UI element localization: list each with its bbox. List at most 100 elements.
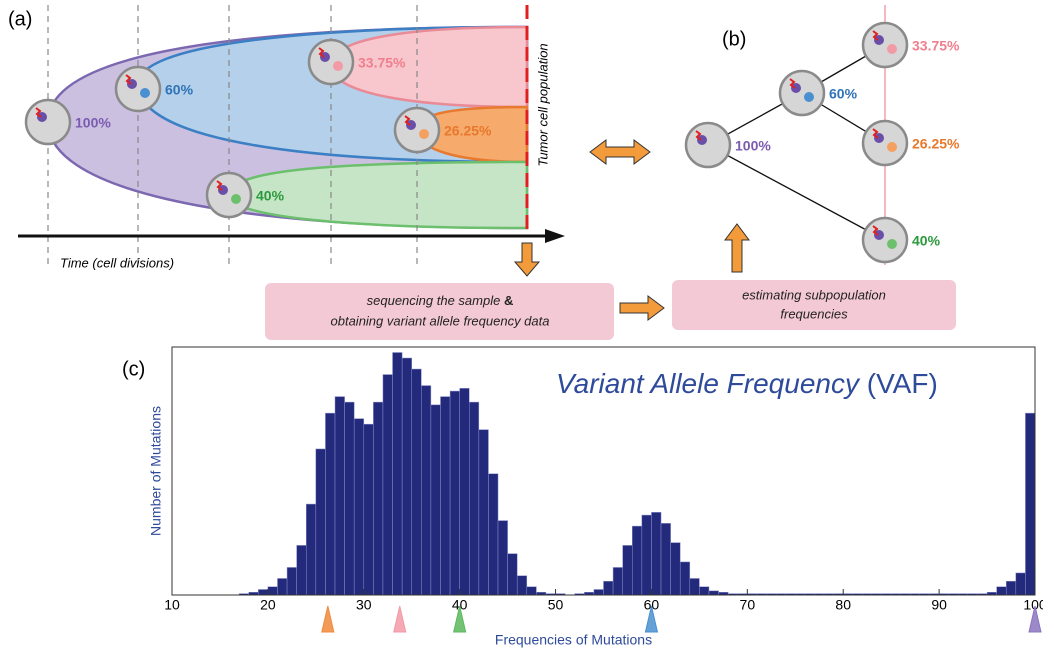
bar [286, 567, 297, 596]
axis-label: Time (cell divisions) [60, 255, 174, 270]
cell [114, 65, 162, 113]
cell [24, 98, 72, 146]
step-box [265, 283, 614, 340]
step-line: frequencies [780, 306, 848, 321]
nucleus [406, 120, 416, 130]
plot-frame [171, 346, 1036, 596]
frequency-label: 33.75% [912, 38, 960, 54]
bar [392, 352, 403, 596]
frequency-marker [1028, 605, 1042, 633]
frequency-label: 26.25% [912, 136, 960, 152]
bar [363, 423, 374, 596]
step-line: obtaining variant allele frequency data [331, 313, 550, 328]
bar [449, 390, 460, 596]
mutation [125, 74, 132, 85]
nucleus [140, 88, 150, 98]
cell [393, 106, 441, 154]
bar [699, 586, 710, 596]
nucleus [127, 79, 137, 89]
up-arrow [724, 223, 750, 273]
frequency-label: 60% [165, 82, 194, 98]
frequency-label: 100% [735, 138, 771, 154]
nucleus [333, 61, 343, 71]
bar [277, 578, 288, 596]
step-box [672, 280, 956, 330]
bar [679, 561, 691, 596]
bar [440, 396, 451, 596]
x-axis-label: Frequencies of Mutations [495, 632, 652, 648]
nucleus [697, 135, 707, 145]
x-tick-label: 30 [356, 597, 372, 613]
panel-label: (c) [122, 358, 145, 380]
nucleus [874, 133, 884, 143]
x-tick-label: 20 [260, 597, 276, 613]
bar [344, 401, 355, 596]
frequency-label: 40% [912, 233, 941, 249]
frequency-marker [321, 605, 335, 633]
title-suffix: (VAF) [867, 368, 938, 399]
bar [641, 514, 652, 596]
mutation [789, 78, 796, 89]
nucleus [37, 112, 47, 122]
nucleus [231, 194, 241, 204]
cell [307, 38, 355, 86]
bar [305, 503, 317, 596]
cell [684, 121, 732, 169]
axis-label: Tumor cell population [535, 43, 550, 166]
nucleus [804, 92, 814, 102]
bar [334, 396, 345, 596]
nucleus [874, 35, 884, 45]
frequency-label: 60% [829, 86, 858, 102]
x-tick-label: 100 [1023, 597, 1043, 613]
frequency-marker [644, 605, 659, 633]
down-arrow [513, 242, 541, 277]
y-axis-label: Number of Mutations [148, 406, 164, 536]
tree-edge [707, 144, 886, 241]
bar [507, 553, 518, 596]
bar [421, 385, 432, 596]
cell [205, 171, 253, 219]
double-arrow [589, 139, 651, 165]
step-line: & [504, 293, 513, 308]
histogram: (c) Variant Allele Frequency (VAF) Frequen… [122, 346, 1043, 648]
bar [526, 586, 537, 596]
frequency-label: 40% [256, 188, 285, 204]
cells-a: 100% 60% 33.75% 26.25% 40% [24, 38, 492, 219]
bar [401, 357, 412, 596]
bar [478, 429, 489, 596]
bar [459, 388, 470, 596]
bar [708, 590, 719, 596]
bar [603, 580, 614, 596]
bar [497, 520, 508, 596]
nucleus [887, 44, 897, 54]
mutation [872, 225, 879, 236]
bar [996, 586, 1007, 596]
nucleus [218, 185, 228, 195]
nucleus [419, 129, 429, 139]
mutation [318, 47, 325, 58]
bar [353, 418, 365, 596]
x-tick-label: 90 [931, 597, 947, 613]
x-tick-label: 60 [644, 597, 660, 613]
mutation [695, 130, 702, 141]
axis-arrow [545, 229, 565, 243]
x-tick-label: 50 [548, 597, 564, 613]
x-tick-label: 70 [740, 597, 756, 613]
nucleus [320, 52, 330, 62]
mutation [216, 180, 223, 191]
panel-label: (a) [8, 8, 32, 30]
bar [1005, 580, 1017, 596]
bar [1025, 412, 1036, 596]
frequency-label: 100% [75, 115, 111, 131]
cell [861, 21, 909, 69]
right-arrow [619, 295, 665, 321]
chart-title: Variant Allele Frequency (VAF) [556, 368, 938, 399]
bar [267, 586, 278, 596]
frequency-marker [453, 605, 467, 633]
bar [382, 374, 393, 596]
frequency-marker [393, 605, 407, 633]
step-line: estimating subpopulation [742, 287, 886, 302]
bar [430, 404, 441, 596]
bar [612, 567, 623, 596]
